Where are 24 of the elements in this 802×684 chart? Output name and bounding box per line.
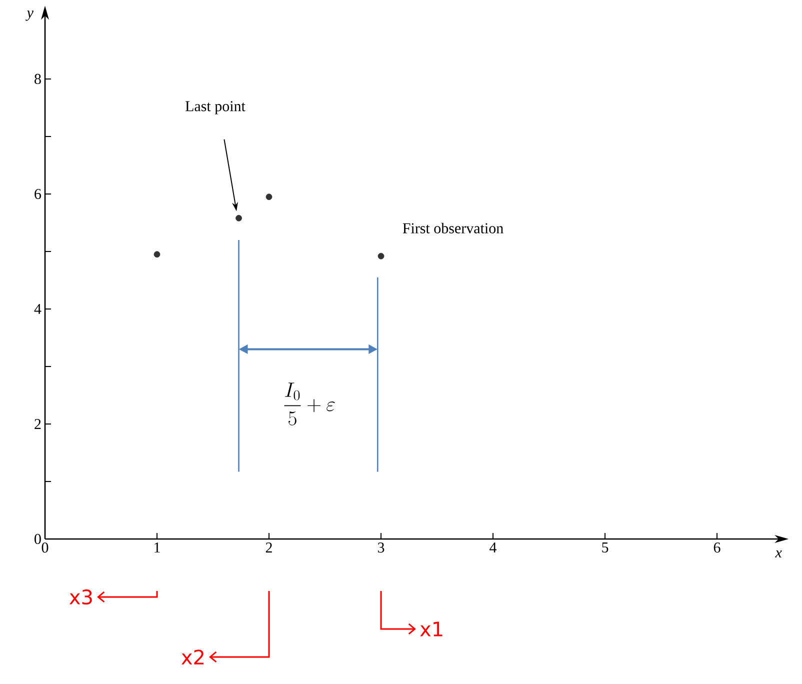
annotation: Last point [185, 101, 246, 114]
text: x2 [181, 650, 204, 664]
y-tick-label: 0 [34, 534, 41, 544]
x-axis-title: x [775, 550, 782, 558]
y-tick-label: 8 [34, 74, 41, 84]
x-tick-label: 2 [266, 542, 272, 552]
point [378, 252, 384, 260]
point [266, 194, 272, 200]
y-axis-title: y [26, 10, 34, 21]
y-tick-label: 6 [34, 188, 42, 200]
annotation: $\frac{I_0}{5}+\varepsilon$ [284, 382, 335, 426]
point [236, 214, 242, 222]
annotation: First observation [402, 222, 504, 234]
x-tick-label: 4 [490, 542, 497, 552]
x-tick-label: 3 [378, 542, 384, 553]
y-tick-label: 4 [34, 304, 42, 314]
x-tick-label: 1 [154, 542, 160, 552]
point [154, 251, 160, 258]
x-tick-label: 5 [602, 542, 608, 552]
y-tick-label: 2 [34, 419, 41, 429]
x-tick-label: 6 [714, 542, 720, 553]
text: x1 [420, 622, 442, 636]
text: x3 [69, 589, 92, 605]
x-tick-label: 0 [42, 542, 48, 553]
